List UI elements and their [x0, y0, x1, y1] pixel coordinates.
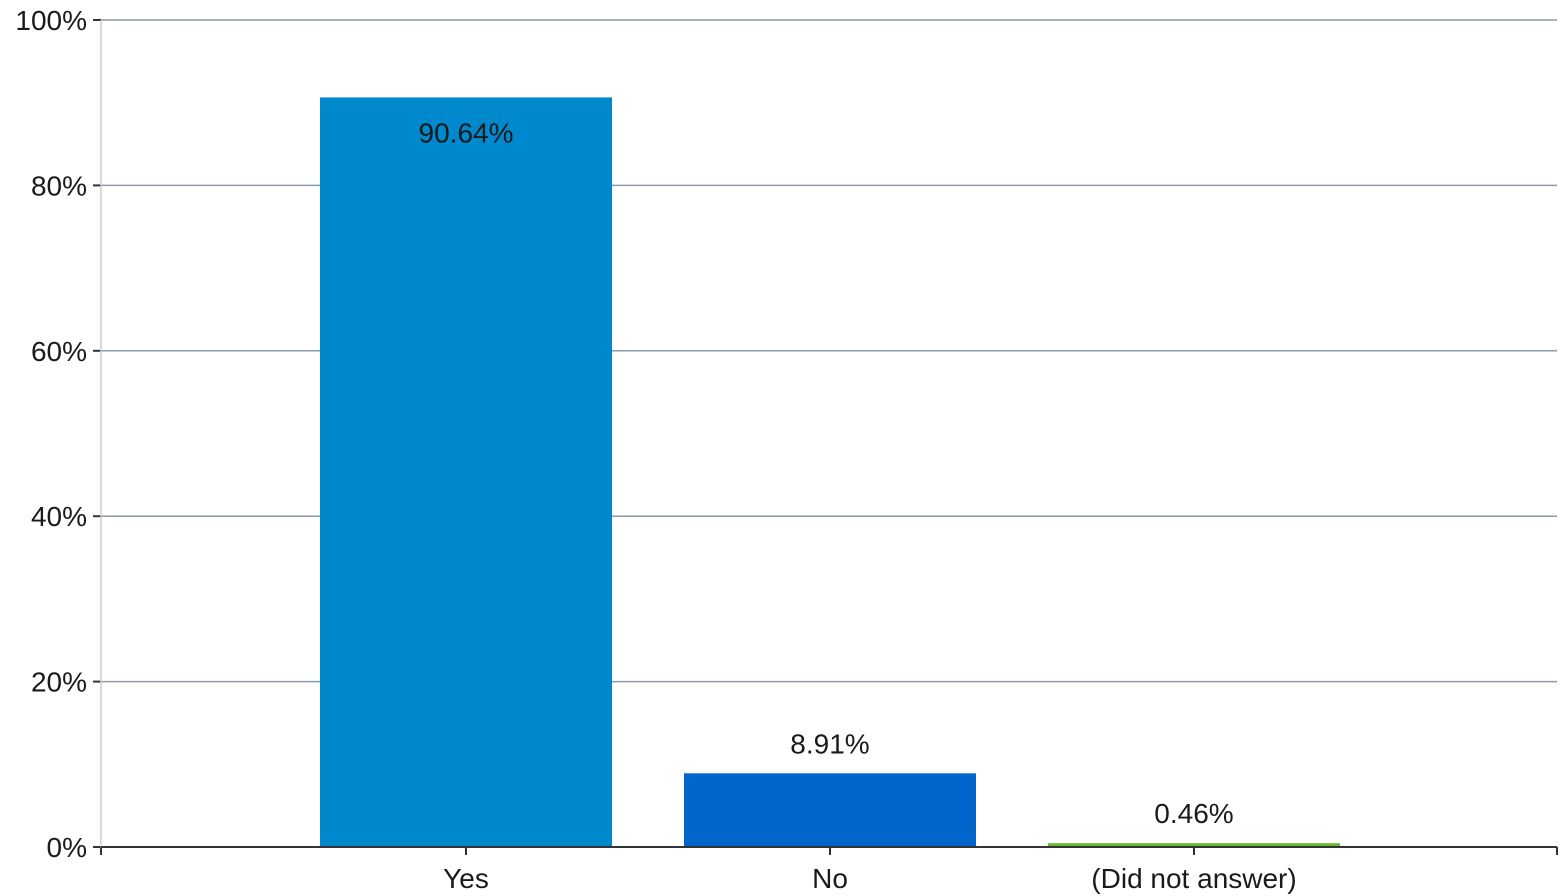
- y-tick-label: 20%: [31, 667, 87, 698]
- x-tick-label: No: [812, 863, 848, 894]
- y-tick-label: 0%: [47, 832, 87, 863]
- bar: [320, 97, 612, 847]
- gridlines: [101, 19, 1557, 683]
- y-tick-label: 80%: [31, 170, 87, 201]
- data-label: 0.46%: [1154, 798, 1233, 829]
- labels: 0% 20% 40% 60% 80% 100% 90.64% Yes 8.91% No 0.46% (…: [15, 5, 1296, 894]
- data-label: 8.91%: [790, 728, 869, 759]
- y-tick-label: 100%: [15, 5, 87, 36]
- axes: [93, 19, 1558, 855]
- data-label: 90.64%: [419, 117, 514, 148]
- x-tick-label: (Did not answer): [1091, 863, 1296, 894]
- bar: [684, 773, 976, 847]
- y-tick-label: 40%: [31, 501, 87, 532]
- bar: [1048, 843, 1340, 847]
- bars: [320, 97, 1340, 847]
- y-tick-label: 60%: [31, 336, 87, 367]
- x-tick-label: Yes: [443, 863, 489, 894]
